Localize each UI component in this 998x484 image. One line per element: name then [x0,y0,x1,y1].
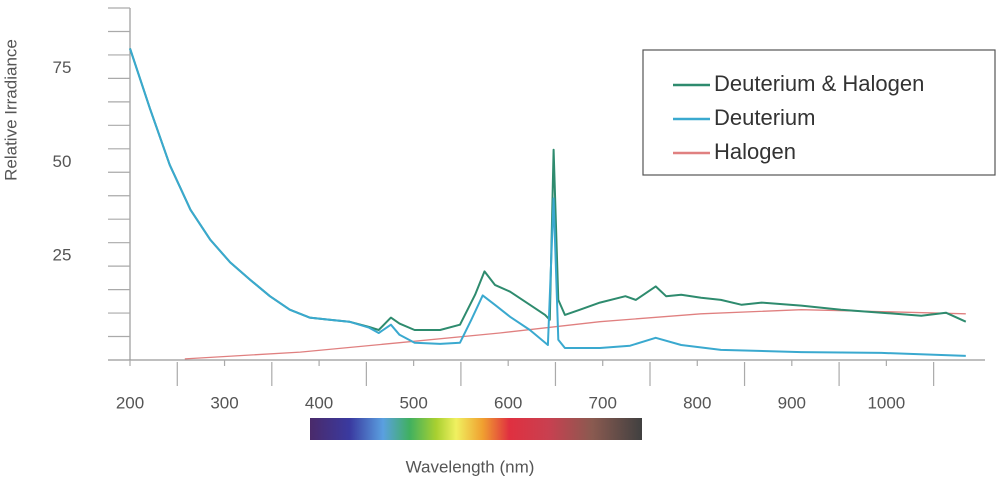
x-tick-label: 1000 [867,393,905,412]
x-tick-label: 200 [116,393,144,412]
y-axis-label: Relative Irradiance [1,39,20,181]
x-tick-label: 700 [589,393,617,412]
x-tick-label: 900 [778,393,806,412]
x-tick-label: 800 [683,393,711,412]
series-line [184,309,966,360]
series-line [129,48,966,357]
plot [129,48,967,360]
x-tick-label: 600 [494,393,522,412]
y-tick-label: 25 [53,246,72,265]
legend-label: Deuterium [714,105,815,130]
legend-items: Deuterium & Halogen Deuterium Halogen [673,71,924,164]
y-tick-label: 75 [53,58,72,77]
legend: Deuterium & Halogen Deuterium Halogen [642,49,996,176]
x-tick-label: 400 [305,393,333,412]
spectrum-bar [310,418,642,440]
legend-label: Halogen [714,139,796,164]
legend-box [642,49,996,176]
x-tick-label: 300 [210,393,238,412]
y-tick-label: 50 [53,152,72,171]
x-axis-label: Wavelength (nm) [406,457,535,476]
x-tick-label: 500 [399,393,427,412]
legend-label: Deuterium & Halogen [714,71,924,96]
